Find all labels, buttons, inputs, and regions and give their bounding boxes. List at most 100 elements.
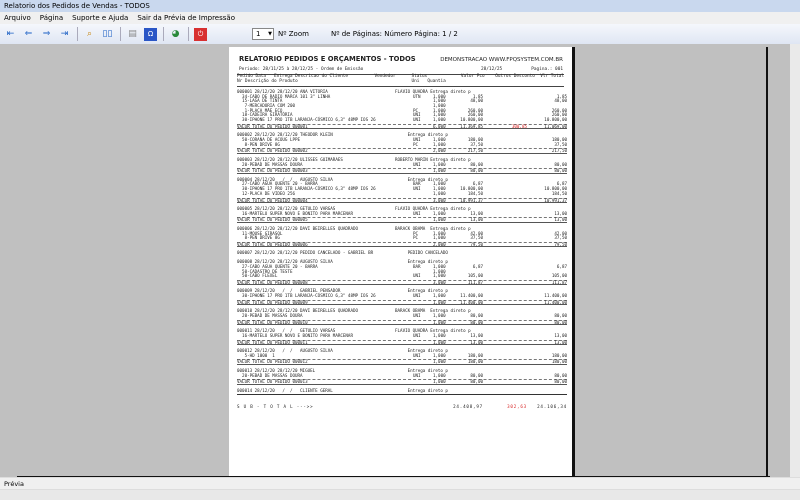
cell-a: 000013 28/12/20 28/12/20 MIGUEL [237, 367, 316, 373]
menu-arquivo[interactable]: Arquivo [4, 14, 31, 22]
cell-v: 10.800,00 [460, 117, 483, 123]
cell-u: UNI [413, 293, 421, 299]
cell-v: 13,00 [470, 210, 483, 216]
cell-q: 1,000 [433, 319, 446, 325]
order-row: 000010 28/12/20 28/12/20 DAVI BEIRELLES … [237, 309, 567, 314]
cell-tot: 13,00 [554, 332, 567, 338]
item-row: 8-PEN DRIVE 8G PC 1,000 37,50 37,50 [237, 141, 567, 148]
web-icon[interactable]: ◕ [171, 29, 180, 39]
order-row: 000005 28/12/20 28/12/20 GETULIO VARGAS F… [237, 206, 567, 212]
separator [120, 27, 121, 41]
cell-a: 11-MOUSE GIRASOL [237, 230, 283, 236]
status-bar: Prévia [0, 477, 800, 489]
last-page-icon[interactable]: ⇥ [60, 29, 69, 39]
page-frame-bottom [17, 476, 770, 477]
cell-s: Entrega direto p [395, 288, 448, 294]
menu-pagina[interactable]: Página [39, 14, 64, 22]
menu-sair[interactable]: Sair da Prévia de Impressão [137, 14, 235, 22]
cell-a: 000010 28/12/20 28/12/20 DAVI BEIRELLES … [237, 308, 359, 314]
export-icon[interactable]: Ω [144, 27, 157, 41]
cell-q: 1,000 [433, 117, 446, 123]
cell-q: 1,000 [433, 210, 446, 216]
cell-a: VALOR TOTAL DO PEDIDO 000013 [237, 379, 308, 385]
cell-s: Entrega direto p [395, 387, 448, 393]
column-header-1: Pedido Data Entrega Descricao do Cliente… [237, 74, 428, 79]
close-icon[interactable]: ⏻ [194, 27, 207, 41]
cell-a: 8-PEN DRIVE 8G [237, 235, 280, 241]
cell-tot: 79,50 [554, 241, 567, 247]
cell-tot: 80,00 [554, 379, 567, 385]
cell-u: UNI [413, 312, 421, 318]
cell-tot: 11.400,00 [544, 299, 567, 305]
cell-u: BAR [413, 263, 421, 269]
next-page-icon[interactable]: ⇒ [42, 29, 51, 39]
menu-suporte[interactable]: Suporte e Ajuda [72, 14, 129, 22]
item-row: 15-LAGA DE TINTA 1,000 48,00 48,00 [237, 99, 567, 104]
zoom-select[interactable]: 1 ▼ [252, 28, 274, 40]
cell-q: 1,000 [433, 112, 446, 118]
item-row: 8-PEN DRIVE 8G PC 1,000 37,50 37,50 [237, 236, 567, 241]
cell-v: 80,00 [470, 312, 483, 318]
cell-a: VALOR TOTAL DO PEDIDO 000008 [237, 279, 308, 285]
cell-v: 180,00 [467, 352, 483, 358]
cell-a: VALOR TOTAL DO PEDIDO 000011 [237, 339, 308, 345]
preview-viewport[interactable]: RELATORIO PEDIDOS E ORÇAMENTOS - TODOS D… [0, 44, 790, 477]
cell-u: UNI [413, 117, 421, 123]
cell-u: UNI [413, 112, 421, 118]
prev-page-icon[interactable]: ⇐ [24, 29, 33, 39]
cell-a: 000007 28/12/20 28/12/20 PEDIDO CANCELAD… [237, 250, 374, 256]
cell-a: 27-CABO AGUA QUENTE 20 - BARRA [237, 181, 318, 187]
cell-tot: 48,00 [554, 98, 567, 104]
cell-a: 30-IPHONE 17 PRO 1TB LARANJA-CÓSMICO 6,3… [237, 186, 376, 192]
vertical-scrollbar[interactable] [790, 44, 800, 477]
order-total-row: VALOR TOTAL DO PEDIDO 000010 1,000 80,00 80… [237, 319, 567, 326]
cell-a: 000008 28/12/20 28/12/20 AUGUSTO SILVA [237, 259, 333, 265]
order-total-row: VALOR TOTAL DO PEDIDO 000001 6,000 11.369,… [237, 123, 567, 130]
cell-s: Entrega direto p [395, 176, 448, 182]
cell-a: S U B - T O T A L --->> [237, 403, 314, 409]
cell-v: 11.400,00 [460, 293, 483, 299]
cell-u: PC [413, 235, 419, 241]
cell-v: 80,00 [470, 168, 483, 174]
cell-a: 1-PLACA MÃE ECO [237, 107, 283, 113]
first-page-icon[interactable]: ⇤ [6, 29, 15, 39]
horizontal-scrollbar[interactable] [0, 489, 800, 500]
cell-q: 1,000 [433, 98, 446, 104]
item-row: 7-MERCADORIA COM 200 1,000 [237, 103, 567, 109]
cell-v: 180,00 [467, 137, 483, 142]
two-pages-icon[interactable]: ▯▯ [102, 29, 113, 39]
cell-q: 1,000 [433, 107, 446, 113]
cell-u: UNI [413, 332, 421, 338]
cell-a: 000003 28/12/20 28/12/20 ULISSES GUIMARA… [237, 156, 343, 162]
cell-a: 30-IPHONE 17 PRO 1TB LARANJA-CÓSMICO 6,3… [237, 293, 376, 299]
cell-s: PEDIDO CANCELADO [395, 250, 448, 256]
cell-v: 80,00 [470, 161, 483, 167]
zoom-value: 1 [256, 30, 261, 38]
item-row: 30-IPHONE 17 PRO 1TB LARANJA-CÓSMICO 6,3… [237, 117, 567, 123]
cell-u: UNI [413, 186, 421, 192]
cell-tot: 24.106,34 [537, 403, 567, 409]
cell-tot: 105,00 [551, 273, 567, 279]
cell-tot: 6,87 [556, 181, 567, 187]
cell-a: 000014 28/12/20 / / CLIENTE GERAL [237, 387, 333, 393]
cell-q: 1,000 [433, 268, 446, 274]
order-total-row: VALOR TOTAL DO PEDIDO 000006 2,000 79,50 79… [237, 241, 567, 248]
cell-v: 24.408,97 [453, 403, 483, 409]
cell-a: 8-PEN DRIVE 8G [237, 141, 280, 147]
cell-v: 260,00 [467, 107, 483, 113]
cell-u: PC [413, 230, 419, 236]
cell-tot: 260,00 [551, 112, 567, 118]
item-row: 27-CABO AGUA QUENTE 20 - BARRA BAR 1,000 6,… [237, 182, 567, 187]
item-row: 20-PEBAD DE MASSAS DOURA UNI 1,000 80,00 80,… [237, 161, 567, 168]
cell-v: 37,50 [470, 141, 483, 147]
zoom-icon[interactable]: ⌕ [86, 29, 93, 39]
report-period: Periodo: 28/11/25 à 28/12/25 - Ordem de … [239, 67, 364, 72]
order-row: 000003 28/12/20 28/12/20 ULISSES GUIMARA… [237, 156, 567, 163]
cell-tot: 180,00 [551, 137, 567, 142]
print-icon[interactable]: ▤ [128, 29, 137, 39]
order-row: 000008 28/12/20 28/12/20 AUGUSTO SILVA E… [237, 259, 567, 265]
cell-tot: 111,87 [551, 279, 567, 285]
cell-v: 217,50 [467, 148, 483, 154]
toolbar: ⇤ ⇐ ⇒ ⇥ ⌕ ▯▯ ▤ Ω ◕ ⏻ 1 ▼ Nº Zoom Nº de Pá… [0, 24, 800, 44]
cell-u: PC [413, 141, 419, 147]
